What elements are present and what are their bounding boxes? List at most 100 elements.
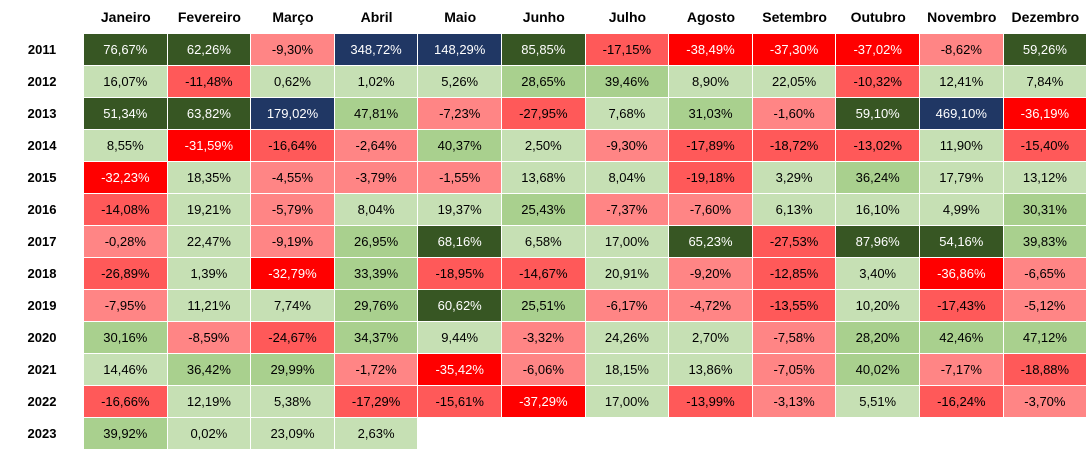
heatmap-cell: 5,26% [418, 66, 502, 98]
heatmap-cell: -27,95% [502, 98, 586, 130]
heatmap-cell: 5,38% [251, 386, 335, 418]
heatmap-cell: 11,21% [167, 290, 252, 322]
heatmap-cell: -36,19% [1003, 98, 1088, 130]
heatmap-cell: -16,66% [84, 386, 168, 418]
heatmap-cell: -17,15% [585, 34, 670, 66]
heatmap-cell: 68,16% [418, 226, 502, 258]
heatmap-cell: -35,42% [418, 354, 502, 386]
heatmap-cell: -4,55% [251, 162, 335, 194]
heatmap-cell: 25,43% [502, 194, 586, 226]
heatmap-cell: -5,12% [1003, 290, 1088, 322]
heatmap-cell: -8,62% [920, 34, 1004, 66]
heatmap-cell: 33,39% [334, 258, 419, 290]
heatmap-cell: 31,03% [669, 98, 753, 130]
heatmap-cell: -18,72% [752, 130, 837, 162]
heatmap-cell: 28,65% [502, 66, 586, 98]
column-header: Setembro [762, 9, 827, 25]
column-header: Fevereiro [177, 9, 241, 25]
heatmap-cell: 39,83% [1003, 226, 1088, 258]
row-header: 2019 [27, 298, 57, 313]
heatmap-cell: -37,30% [752, 34, 837, 66]
heatmap-cell: 17,00% [585, 226, 670, 258]
heatmap-cell: -7,23% [418, 98, 502, 130]
heatmap-cell: -32,79% [251, 258, 335, 290]
heatmap-cell: -9,19% [251, 226, 335, 258]
heatmap-cell: 8,04% [334, 194, 419, 226]
column-header: Janeiro [100, 9, 151, 25]
heatmap-cell: -9,20% [669, 258, 753, 290]
heatmap-cell: 85,85% [502, 34, 586, 66]
heatmap-cell: 6,13% [752, 194, 837, 226]
heatmap-cell: 8,55% [84, 130, 168, 162]
heatmap-cell: -17,43% [920, 290, 1004, 322]
heatmap-cell: 13,68% [502, 162, 586, 194]
heatmap-cell: -6,17% [585, 290, 670, 322]
heatmap-cell: 348,72% [334, 34, 419, 66]
heatmap-cell: 40,02% [836, 354, 920, 386]
heatmap-cell: 23,09% [251, 418, 335, 450]
heatmap-cell: 7,68% [585, 98, 670, 130]
row-header: 2021 [27, 362, 57, 377]
heatmap-cell: 30,16% [84, 322, 168, 354]
heatmap-cell: -12,85% [752, 258, 837, 290]
heatmap-cell: 76,67% [84, 34, 168, 66]
heatmap-cell: 22,05% [752, 66, 837, 98]
heatmap-cell: -18,95% [418, 258, 502, 290]
heatmap-cell: -1,55% [418, 162, 502, 194]
heatmap-cell: 16,10% [836, 194, 920, 226]
heatmap-cell: 0,62% [251, 66, 335, 98]
column-header: Abril [360, 9, 393, 25]
heatmap-cell: 8,90% [669, 66, 753, 98]
heatmap-cell: 59,10% [836, 98, 920, 130]
heatmap-cell: -1,60% [752, 98, 837, 130]
heatmap-cell: 9,44% [418, 322, 502, 354]
row-header: 2013 [27, 106, 57, 121]
heatmap-cell: 42,46% [920, 322, 1004, 354]
heatmap-cell: 2,70% [669, 322, 753, 354]
heatmap-cell: 8,04% [585, 162, 670, 194]
column-header: Maio [444, 9, 477, 25]
heatmap-cell: 17,00% [585, 386, 670, 418]
heatmap-cell: -7,58% [752, 322, 837, 354]
heatmap-cell: 10,20% [836, 290, 920, 322]
heatmap-cell: 17,79% [920, 162, 1004, 194]
heatmap-cell: -3,13% [752, 386, 837, 418]
heatmap-cell: -16,24% [920, 386, 1004, 418]
heatmap-cell: -36,86% [920, 258, 1004, 290]
heatmap-cell: 2,63% [334, 418, 419, 450]
heatmap-cell: 1,02% [334, 66, 419, 98]
heatmap-cell: 1,39% [167, 258, 252, 290]
heatmap-cell: -6,06% [502, 354, 586, 386]
heatmap-cell: -1,72% [334, 354, 419, 386]
column-header: Novembro [927, 9, 997, 25]
heatmap-cell: -15,40% [1003, 130, 1088, 162]
heatmap-cell: -19,18% [669, 162, 753, 194]
heatmap-cell: -27,53% [752, 226, 837, 258]
heatmap-cell: 29,76% [334, 290, 419, 322]
heatmap-cell: 7,74% [251, 290, 335, 322]
heatmap-cell: 4,99% [920, 194, 1004, 226]
row-header: 2023 [27, 426, 57, 441]
heatmap-cell: 47,81% [334, 98, 419, 130]
heatmap-cell: 3,40% [836, 258, 920, 290]
heatmap-cell: -37,02% [836, 34, 920, 66]
heatmap-cell: 34,37% [334, 322, 419, 354]
heatmap-cell: 2,50% [502, 130, 586, 162]
row-header: 2011 [27, 42, 57, 57]
heatmap-cell: -4,72% [669, 290, 753, 322]
row-header: 2012 [27, 74, 57, 89]
heatmap-cell: 60,62% [418, 290, 502, 322]
row-header: 2015 [27, 170, 57, 185]
heatmap-cell: 24,26% [585, 322, 670, 354]
heatmap-cell: 18,35% [167, 162, 252, 194]
column-header: Dezembro [1011, 9, 1080, 25]
heatmap-cell: 18,15% [585, 354, 670, 386]
heatmap-cell: -2,64% [334, 130, 419, 162]
heatmap-cell: -6,65% [1003, 258, 1088, 290]
heatmap-cell: 5,51% [836, 386, 920, 418]
heatmap-cell: -0,28% [84, 226, 168, 258]
heatmap-cell: 28,20% [836, 322, 920, 354]
heatmap-cell: 19,37% [418, 194, 502, 226]
heatmap-cell: -7,60% [669, 194, 753, 226]
